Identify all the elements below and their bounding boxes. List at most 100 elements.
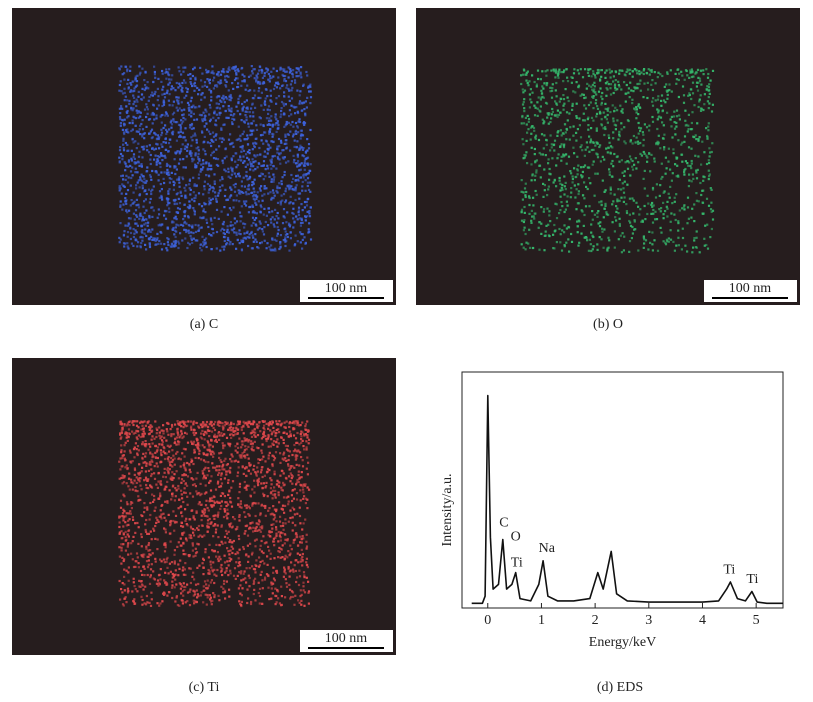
map-dot xyxy=(309,238,313,241)
map-dot xyxy=(629,221,632,224)
map-dot xyxy=(250,247,253,250)
map-dot xyxy=(243,160,246,163)
map-dot xyxy=(562,108,565,111)
map-dot xyxy=(210,168,213,171)
map-dot xyxy=(245,153,248,156)
map-dot xyxy=(257,458,260,461)
map-dot xyxy=(213,501,216,504)
map-dot xyxy=(254,160,257,163)
map-dot xyxy=(585,185,588,188)
map-dot xyxy=(243,511,246,514)
map-dot xyxy=(177,484,180,488)
map-dot xyxy=(262,142,265,145)
map-dot xyxy=(287,95,290,98)
map-dot xyxy=(293,221,296,224)
map-dot xyxy=(190,428,193,431)
map-dot xyxy=(675,156,678,159)
map-dot xyxy=(119,204,122,207)
map-dot xyxy=(228,98,231,101)
map-dot xyxy=(301,209,304,212)
map-dot xyxy=(545,74,548,77)
map-dot xyxy=(698,136,701,139)
map-dot xyxy=(551,107,554,111)
map-dot xyxy=(177,433,180,436)
map-dot xyxy=(270,196,273,199)
map-dot xyxy=(524,232,527,236)
map-dot xyxy=(273,544,276,547)
map-dot xyxy=(586,239,589,242)
map-dot xyxy=(551,157,554,160)
map-dot xyxy=(262,482,265,485)
map-dot xyxy=(279,515,282,518)
map-dot xyxy=(185,539,188,542)
map-dot xyxy=(636,140,639,143)
map-dot xyxy=(308,212,311,215)
map-dot xyxy=(292,202,295,205)
map-dot xyxy=(163,543,166,546)
map-dot xyxy=(604,204,607,207)
map-dot xyxy=(192,134,195,137)
map-dot xyxy=(128,223,131,226)
map-dot xyxy=(160,171,163,174)
map-dot xyxy=(237,557,240,560)
map-dot xyxy=(613,246,616,249)
map-dot xyxy=(276,191,279,194)
map-dot xyxy=(287,76,290,79)
map-dot xyxy=(528,93,531,96)
map-dot xyxy=(189,153,192,156)
map-dot xyxy=(299,144,302,147)
map-dot xyxy=(292,226,295,229)
map-dot xyxy=(552,233,555,236)
map-dot xyxy=(646,160,649,163)
map-dot xyxy=(298,176,301,179)
map-dot xyxy=(124,162,127,165)
map-dot xyxy=(139,71,142,74)
map-dot xyxy=(286,185,289,188)
map-dot xyxy=(293,158,296,162)
map-dot xyxy=(293,564,296,567)
map-dot xyxy=(702,69,705,72)
map-dot xyxy=(307,147,311,150)
map-dot xyxy=(137,203,140,206)
map-dot xyxy=(582,119,585,122)
map-dot xyxy=(534,174,537,177)
map-dot xyxy=(606,88,609,91)
map-dot xyxy=(620,196,623,199)
map-dot xyxy=(244,114,247,117)
map-dot xyxy=(653,239,656,242)
map-dot xyxy=(232,574,236,577)
map-dot xyxy=(706,223,709,226)
map-dot xyxy=(135,222,138,225)
map-dot xyxy=(666,93,669,96)
map-dot xyxy=(152,80,155,84)
map-dot xyxy=(605,211,608,214)
map-dot xyxy=(224,84,227,87)
map-dot xyxy=(140,545,143,548)
map-dot xyxy=(521,198,524,201)
map-dot xyxy=(585,87,588,90)
map-dot xyxy=(252,182,255,185)
map-dot xyxy=(665,89,668,92)
map-dot xyxy=(267,149,270,152)
map-dot xyxy=(547,113,550,116)
map-dot xyxy=(304,502,307,505)
map-dot xyxy=(242,472,245,475)
map-dot xyxy=(309,90,312,93)
map-dot xyxy=(612,200,615,203)
map-dot xyxy=(134,167,137,170)
map-dot xyxy=(659,184,662,187)
map-dot xyxy=(131,421,134,424)
map-dot xyxy=(149,162,152,166)
map-dot xyxy=(300,134,303,137)
map-dot xyxy=(223,97,226,100)
map-dot xyxy=(208,429,211,432)
map-dot xyxy=(150,438,153,441)
map-dot xyxy=(596,215,599,218)
map-dot xyxy=(254,571,257,574)
map-dot xyxy=(212,187,215,190)
map-dot xyxy=(309,163,312,166)
map-dot xyxy=(189,525,192,528)
map-dot xyxy=(187,216,190,219)
map-dot xyxy=(171,449,174,452)
map-dot xyxy=(204,460,207,463)
